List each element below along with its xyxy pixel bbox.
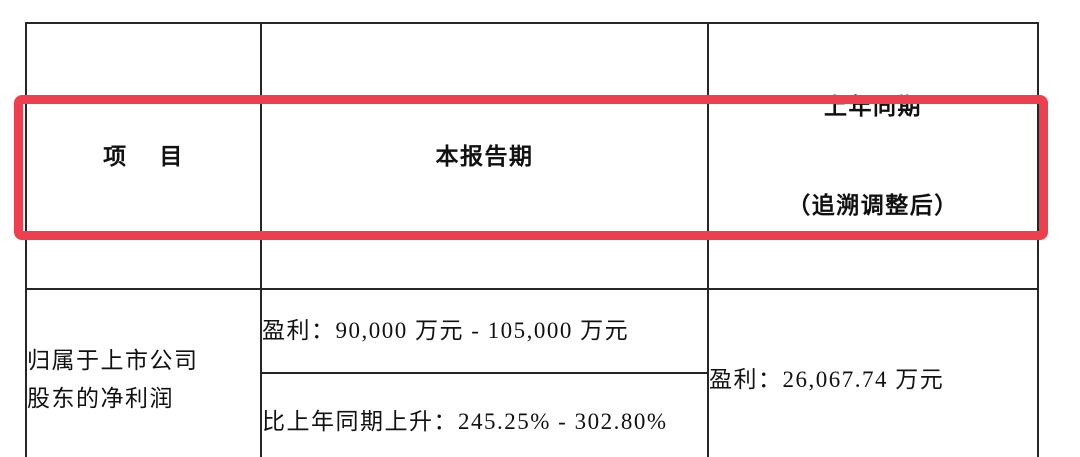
cell-net-profit-range: 盈利：90,000 万元 - 105,000 万元 bbox=[260, 288, 709, 374]
header-cell-item: 项 目 bbox=[25, 22, 262, 290]
header-prior-period-line2: （追溯调整后） bbox=[787, 193, 959, 218]
table-row-net-profit-yoy: 比上年同期上升：245.25% - 302.80% bbox=[26, 371, 1038, 457]
cell-net-profit-prior: 盈利：26,067.74 万元 bbox=[707, 288, 1039, 457]
table-row-net-profit: 归属于上市公司股东的净利润 盈利：90,000 万元 - 105,000 万元 … bbox=[25, 288, 1039, 457]
table-header-row: 项 目 本报告期 上年同期 （追溯调整后） bbox=[25, 22, 1039, 290]
cell-item-net-profit: 归属于上市公司股东的净利润 bbox=[25, 288, 262, 457]
performance-forecast-table: 项 目 本报告期 上年同期 （追溯调整后） 归属于上市公司股东的净利润 盈利：9… bbox=[25, 22, 1039, 457]
header-cell-prior-period: 上年同期 （追溯调整后） bbox=[707, 22, 1039, 290]
header-prior-period-line1: 上年同期 bbox=[824, 94, 922, 119]
cell-net-profit-yoy: 比上年同期上升：245.25% - 302.80% bbox=[260, 371, 709, 457]
item-label: 归属于上市公司股东的净利润 bbox=[27, 348, 199, 411]
header-cell-current-period: 本报告期 bbox=[260, 22, 709, 290]
